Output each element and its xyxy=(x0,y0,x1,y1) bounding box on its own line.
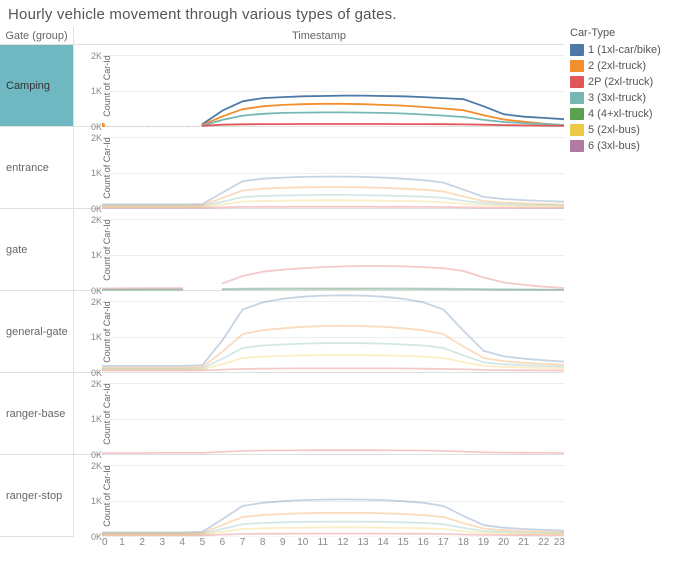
x-tick: 20 xyxy=(494,537,514,548)
panel-gate: Count of Car-Id0K1K2K xyxy=(74,209,564,291)
plot-area[interactable] xyxy=(102,291,564,373)
row-label-ranger-stop[interactable]: ranger-stop xyxy=(0,455,74,537)
legend-swatch xyxy=(570,140,584,152)
x-tick: 2 xyxy=(132,537,152,548)
x-tick: 22 xyxy=(534,537,554,548)
series-line[interactable] xyxy=(102,513,564,534)
x-tick: 19 xyxy=(473,537,493,548)
row-label-ranger-base[interactable]: ranger-base xyxy=(0,373,74,455)
x-tick: 15 xyxy=(393,537,413,548)
legend-swatch xyxy=(570,124,584,136)
x-tick: 9 xyxy=(273,537,293,548)
legend-item[interactable]: 2 (2xl-truck) xyxy=(570,59,661,73)
series-line[interactable] xyxy=(102,187,564,205)
series-line[interactable] xyxy=(102,289,564,290)
y-ticks: 0K1K2K xyxy=(88,209,102,290)
y-ticks: 0K1K2K xyxy=(88,373,102,454)
x-tick: 7 xyxy=(233,537,253,548)
y-ticks: 0K1K2K xyxy=(88,127,102,208)
legend-swatch xyxy=(570,76,584,88)
legend-title: Car-Type xyxy=(570,27,661,39)
x-tick: 5 xyxy=(192,537,212,548)
x-tick: 12 xyxy=(333,537,353,548)
legend-label: 3 (3xl-truck) xyxy=(588,91,646,105)
series-line[interactable] xyxy=(102,450,564,453)
y-ticks: 0K1K2K xyxy=(88,291,102,372)
legend-item[interactable]: 5 (2xl-bus) xyxy=(570,123,661,137)
x-axis-ticks: 01234567891011121314151617181920212223 xyxy=(74,537,564,548)
legend-item[interactable]: 1 (1xl-car/bike) xyxy=(570,43,661,57)
series-line[interactable] xyxy=(102,266,564,289)
legend-item[interactable]: 4 (4+xl-truck) xyxy=(570,107,661,121)
x-axis-title: Timestamp xyxy=(74,27,564,45)
legend-item[interactable]: 6 (3xl-bus) xyxy=(570,139,661,153)
x-tick: 4 xyxy=(172,537,192,548)
row-labels: Campingentrancegategeneral-gateranger-ba… xyxy=(0,45,74,537)
x-tick: 0 xyxy=(102,537,112,548)
panel-general-gate: Count of Car-Id0K1K2K xyxy=(74,291,564,373)
plot-column: Timestamp Count of Car-Id0K1K2KCount of … xyxy=(74,27,564,548)
series-line[interactable] xyxy=(202,124,564,126)
x-tick: 3 xyxy=(152,537,172,548)
legend-swatch xyxy=(570,60,584,72)
row-label-entrance[interactable]: entrance xyxy=(0,127,74,209)
legend-swatch xyxy=(570,108,584,120)
x-tick: 17 xyxy=(433,537,453,548)
y-ticks: 0K1K2K xyxy=(88,45,102,126)
legend-label: 5 (2xl-bus) xyxy=(588,123,640,137)
row-label-camping[interactable]: Camping xyxy=(0,45,74,127)
legend[interactable]: Car-Type 1 (1xl-car/bike) 2 (2xl-truck) 2P… xyxy=(564,27,661,548)
legend-label: 2P (2xl-truck) xyxy=(588,75,653,89)
x-tick: 14 xyxy=(373,537,393,548)
legend-swatch xyxy=(570,92,584,104)
x-tick: 11 xyxy=(313,537,333,548)
plot-area[interactable] xyxy=(102,127,564,209)
plot-area[interactable] xyxy=(102,45,564,127)
x-tick: 8 xyxy=(253,537,273,548)
plot-area[interactable] xyxy=(102,209,564,291)
x-tick: 1 xyxy=(112,537,132,548)
row-label-general-gate[interactable]: general-gate xyxy=(0,291,74,373)
x-tick: 18 xyxy=(453,537,473,548)
plot-area[interactable] xyxy=(102,373,564,455)
x-tick: 23 xyxy=(554,537,564,548)
legend-label: 4 (4+xl-truck) xyxy=(588,107,653,121)
row-header-title: Gate (group) xyxy=(0,27,74,45)
x-tick: 10 xyxy=(293,537,313,548)
chart-title: Hourly vehicle movement through various … xyxy=(0,0,700,27)
legend-label: 1 (1xl-car/bike) xyxy=(588,43,661,57)
plot-area[interactable] xyxy=(102,455,564,537)
chart-layout: Gate (group) Campingentrancegategeneral-… xyxy=(0,27,700,548)
x-tick: 6 xyxy=(212,537,232,548)
x-tick: 16 xyxy=(413,537,433,548)
legend-label: 2 (2xl-truck) xyxy=(588,59,646,73)
panels: Count of Car-Id0K1K2KCount of Car-Id0K1K… xyxy=(74,45,564,537)
row-label-gate[interactable]: gate xyxy=(0,209,74,291)
panel-ranger-stop: Count of Car-Id0K1K2K xyxy=(74,455,564,537)
row-header-column: Gate (group) Campingentrancegategeneral-… xyxy=(0,27,74,548)
legend-swatch xyxy=(570,44,584,56)
series-line[interactable] xyxy=(102,326,564,368)
y-ticks: 0K1K2K xyxy=(88,455,102,537)
x-tick: 13 xyxy=(353,537,373,548)
panel-entrance: Count of Car-Id0K1K2K xyxy=(74,127,564,209)
legend-label: 6 (3xl-bus) xyxy=(588,139,640,153)
panel-camping: Count of Car-Id0K1K2K xyxy=(74,45,564,127)
panel-ranger-base: Count of Car-Id0K1K2K xyxy=(74,373,564,455)
legend-item[interactable]: 2P (2xl-truck) xyxy=(570,75,661,89)
legend-item[interactable]: 3 (3xl-truck) xyxy=(570,91,661,105)
x-tick: 21 xyxy=(514,537,534,548)
